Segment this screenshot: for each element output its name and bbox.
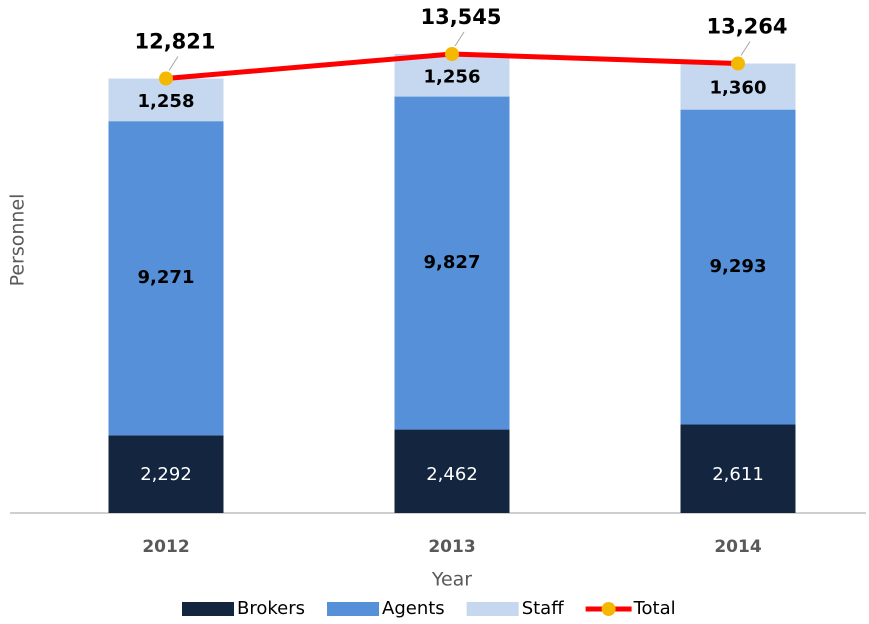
data-label: 9,827 xyxy=(424,252,481,273)
bar-segment xyxy=(394,429,510,513)
bar-segment xyxy=(108,435,224,513)
y-axis-title: Personnel xyxy=(7,194,29,287)
data-label: 1,360 xyxy=(710,78,767,99)
data-label: 2,462 xyxy=(426,464,478,485)
legend-label: Staff xyxy=(522,598,565,619)
data-label: 2,292 xyxy=(140,464,192,485)
total-label: 13,545 xyxy=(420,5,501,29)
total-marker xyxy=(159,71,173,86)
bar-segment xyxy=(108,121,224,436)
data-label: 1,258 xyxy=(138,91,195,112)
bar-segment xyxy=(680,109,796,425)
data-label: 2,611 xyxy=(712,464,764,485)
data-label: 1,256 xyxy=(424,66,481,87)
bar-segment xyxy=(394,54,510,97)
leader-line xyxy=(168,56,179,71)
total-label: 12,821 xyxy=(134,30,215,54)
x-tick-label: 2014 xyxy=(714,537,761,557)
leader-line xyxy=(454,31,465,47)
bar-segment xyxy=(680,63,796,110)
bar-segment xyxy=(108,78,224,122)
legend-label: Total xyxy=(633,598,676,619)
data-label: 9,293 xyxy=(710,256,767,277)
legend-swatch xyxy=(327,602,380,616)
legend-label: Agents xyxy=(382,598,445,619)
bar-segment xyxy=(394,96,510,430)
x-axis-title: Year xyxy=(431,569,472,591)
legend-label: Brokers xyxy=(237,598,305,619)
leader-line xyxy=(740,41,751,56)
data-label: 9,271 xyxy=(138,267,195,288)
legend-swatch-marker xyxy=(601,602,616,616)
total-label: 13,264 xyxy=(706,15,787,39)
bar-segment xyxy=(680,424,796,513)
total-marker xyxy=(731,56,745,71)
legend-swatch xyxy=(466,602,519,616)
x-tick-label: 2012 xyxy=(142,537,189,557)
legend-swatch xyxy=(182,602,234,616)
total-marker xyxy=(445,47,459,61)
x-tick-label: 2013 xyxy=(428,537,475,557)
